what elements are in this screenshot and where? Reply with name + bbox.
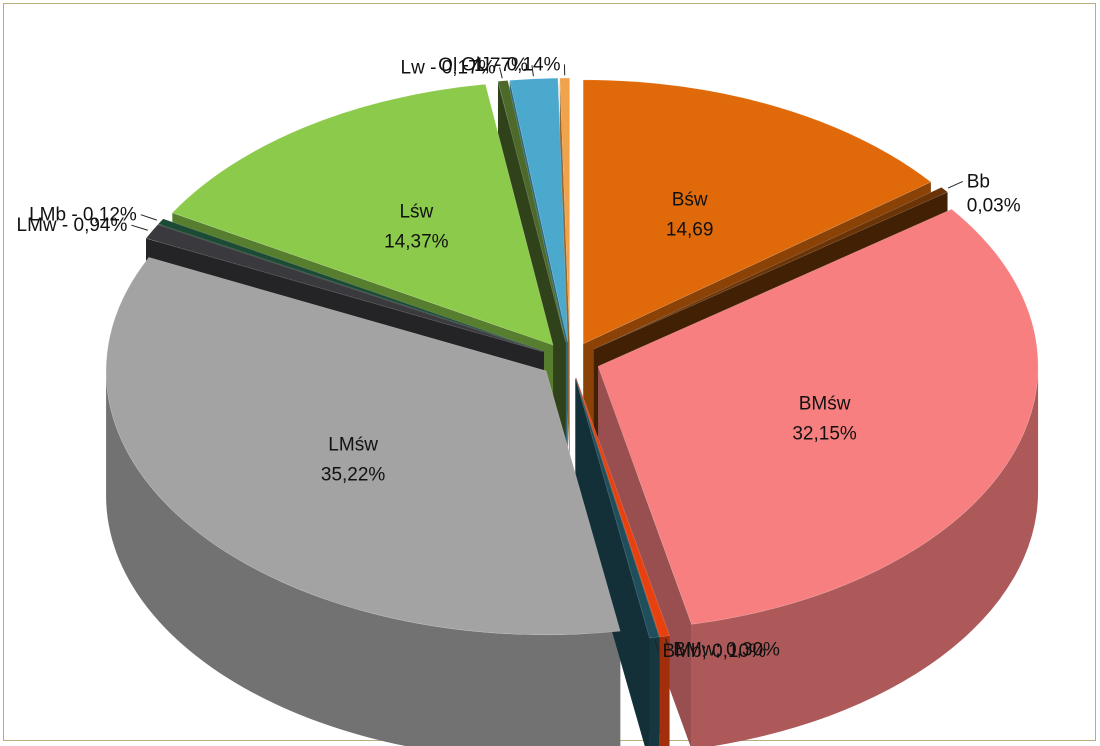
- slice-label-Bśw: 14,69: [666, 219, 714, 240]
- slice-label-Lśw: Lśw: [399, 201, 433, 222]
- leader-line-Lw: [499, 67, 503, 79]
- slice-label-Lśw: 14,37%: [384, 231, 449, 252]
- slice-label-BMśw: 32,15%: [792, 423, 857, 444]
- leader-line-BMw: [665, 638, 670, 650]
- slice-label-LMśw: 35,22%: [321, 464, 386, 485]
- leader-line-Bb: [947, 180, 963, 189]
- leader-line-LMb: [140, 214, 158, 221]
- slice-Lśw: [171, 83, 554, 346]
- pie-labels: Bśw 14,69 Bb 0,03% BMśw 32,15% BMw; 0,30%BMb; …: [17, 54, 1021, 662]
- slice-Ol: [509, 77, 568, 343]
- slice-BMw: [575, 377, 670, 638]
- slice-rim-BMb: [649, 636, 660, 746]
- slice-Bb: [593, 186, 949, 350]
- slice-BMb: [575, 377, 660, 639]
- slice-label-LMśw: LMśw: [328, 434, 378, 455]
- slice-LMśw: [105, 257, 621, 636]
- slice-Bśw: [582, 79, 932, 345]
- slice-label-BMw: BMw; 0,30%: [673, 640, 780, 661]
- slice-side-BMb: [575, 377, 660, 746]
- slice-label-LMb: LMb - 0,12%: [29, 205, 137, 226]
- slice-LMw: [145, 224, 544, 353]
- slice-BMśw: [597, 208, 1039, 625]
- slice-rim-LMśw: [106, 370, 621, 746]
- slice-OlJ: [559, 77, 570, 343]
- slice-label-OlJ: OlJ - 0,14%: [461, 54, 560, 75]
- slice-rim-BMśw: [691, 366, 1039, 746]
- slice-LMb: [157, 218, 544, 352]
- slice-rim-BMw: [659, 635, 670, 746]
- slice-label-BMśw: BMśw: [799, 393, 851, 414]
- slice-label-Bb: Bb: [967, 171, 990, 192]
- pie-tops: [105, 77, 1039, 639]
- slice-Lw: [497, 80, 567, 343]
- leader-line-Ol: [531, 65, 534, 77]
- slice-label-BMb: BMb; 0,10%: [662, 641, 766, 662]
- slice-label-Bb: 0,03%: [967, 195, 1021, 216]
- leader-line-BMb: [654, 639, 659, 652]
- slice-label-Ol: Ol - 1,77%: [438, 55, 528, 76]
- slice-label-Lw: Lw - 0,17%: [401, 57, 496, 78]
- slice-label-Bśw: Bśw: [672, 189, 708, 210]
- slice-wall-BMb-1: [575, 377, 650, 746]
- leader-line-LMw: [131, 224, 148, 231]
- slice-label-LMw: LMw - 0,94%: [17, 215, 128, 236]
